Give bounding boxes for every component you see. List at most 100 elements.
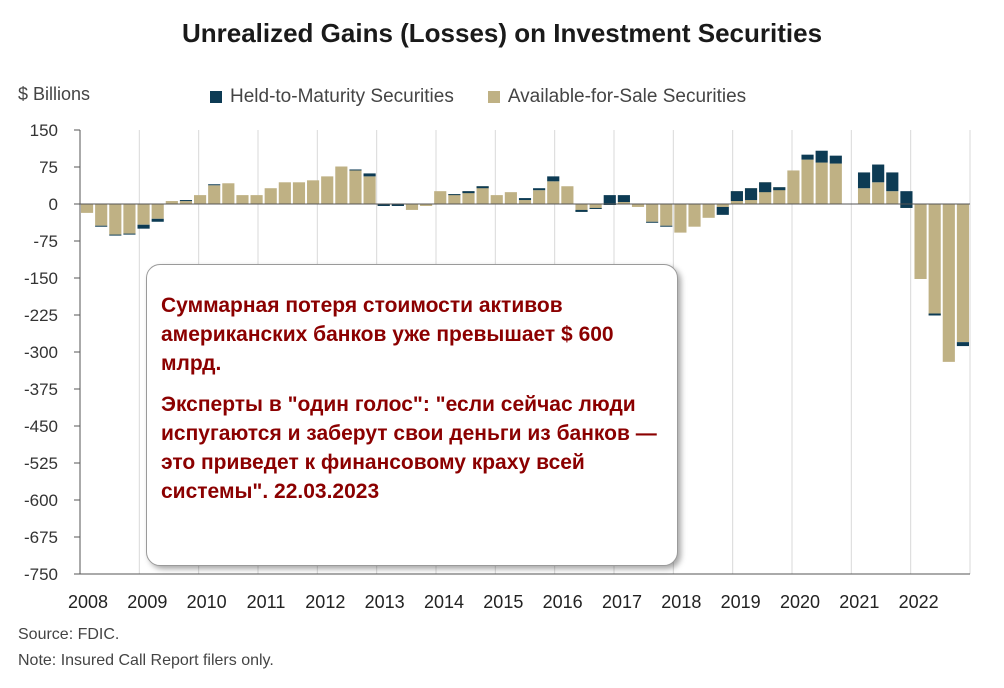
y-tick-label: -150 xyxy=(24,269,58,288)
bar-afs xyxy=(646,204,659,222)
y-tick-label: -300 xyxy=(24,343,58,362)
legend: Held-to-Maturity Securities Available-fo… xyxy=(210,86,780,108)
bar-htm xyxy=(123,233,136,235)
x-tick-label: 2009 xyxy=(127,592,167,612)
bar-afs xyxy=(405,204,419,210)
bar-afs xyxy=(250,195,263,204)
bar-htm xyxy=(575,209,588,212)
legend-item-afs: Available-for-Sale Securities xyxy=(487,86,746,108)
bar-afs xyxy=(123,204,136,234)
bar-htm xyxy=(476,186,489,189)
y-axis-label: $ Billions xyxy=(18,84,91,104)
legend-swatch-afs xyxy=(487,91,500,103)
bar-htm xyxy=(886,172,899,192)
x-tick-label: 2019 xyxy=(721,592,761,612)
bar-afs xyxy=(335,166,348,204)
y-tick-label: -75 xyxy=(33,232,58,251)
x-tick-label: 2010 xyxy=(187,592,227,612)
bar-afs xyxy=(504,192,517,204)
chart-title: Unrealized Gains (Losses) on Investment … xyxy=(181,18,823,48)
bar-htm xyxy=(660,225,673,227)
bar-afs xyxy=(490,195,503,204)
bar-afs xyxy=(815,162,828,204)
x-tick-label: 2008 xyxy=(68,592,108,612)
bar-afs xyxy=(589,204,602,209)
bar-htm xyxy=(603,195,616,205)
bar-afs xyxy=(716,204,729,207)
bar-htm xyxy=(208,184,221,186)
bar-htm xyxy=(179,200,193,202)
bar-htm xyxy=(533,188,546,191)
bar-htm xyxy=(349,169,362,171)
bar-htm xyxy=(151,218,164,222)
bar-afs xyxy=(264,188,277,204)
bar-afs xyxy=(660,204,673,226)
bar-afs xyxy=(829,163,842,204)
bar-afs xyxy=(533,190,546,204)
x-tick-label: 2022 xyxy=(899,592,939,612)
y-tick-label: -675 xyxy=(24,528,58,547)
x-tick-label: 2020 xyxy=(780,592,820,612)
x-tick-label: 2014 xyxy=(424,592,464,612)
bar-afs xyxy=(801,159,814,204)
bar-htm xyxy=(829,155,842,164)
annotation-line-2: Эксперты в "один голос": "если сейчас лю… xyxy=(161,393,657,503)
bar-afs xyxy=(617,202,630,204)
bar-afs xyxy=(137,204,150,225)
bar-afs xyxy=(886,191,899,204)
bar-htm xyxy=(716,206,729,215)
bar-afs xyxy=(222,183,235,204)
y-tick-label: 0 xyxy=(49,195,58,214)
bar-afs xyxy=(307,180,320,204)
bar-afs xyxy=(278,182,291,204)
y-tick-label: 150 xyxy=(30,121,58,140)
y-tick-label: -225 xyxy=(24,306,58,325)
x-tick-label: 2017 xyxy=(602,592,642,612)
bar-afs xyxy=(80,204,94,213)
bar-htm xyxy=(589,207,602,209)
bar-afs xyxy=(547,181,560,204)
bar-htm xyxy=(730,191,743,202)
bar-htm xyxy=(857,172,871,189)
bar-afs xyxy=(95,204,108,226)
bar-afs xyxy=(420,204,433,206)
bar-htm xyxy=(377,204,390,206)
bar-htm xyxy=(956,342,970,347)
bar-afs xyxy=(773,187,786,204)
bar-htm xyxy=(928,313,941,316)
bar-afs xyxy=(462,191,475,204)
bar-afs xyxy=(575,204,588,212)
bar-afs xyxy=(561,186,574,204)
bar-htm xyxy=(363,173,376,177)
x-tick-label: 2011 xyxy=(247,592,286,612)
bar-afs xyxy=(292,182,306,204)
y-tick-label: -375 xyxy=(24,380,58,399)
bar-afs xyxy=(194,195,207,204)
legend-swatch-htm xyxy=(210,91,222,103)
bar-afs xyxy=(321,176,334,204)
bar-afs xyxy=(674,204,687,233)
bar-afs xyxy=(914,204,927,279)
x-tick-label: 2016 xyxy=(543,592,583,612)
annotation-callout: Суммарная потеря стоимости активов амери… xyxy=(146,264,678,566)
bar-afs xyxy=(702,204,715,218)
bar-htm xyxy=(547,176,560,182)
bar-htm xyxy=(518,198,532,201)
x-tick-label: 2013 xyxy=(365,592,405,612)
bar-afs xyxy=(151,204,164,219)
legend-label-htm: Held-to-Maturity Securities xyxy=(230,86,454,107)
bar-htm xyxy=(137,224,150,229)
x-tick-label: 2021 xyxy=(839,592,879,612)
bar-afs xyxy=(236,195,249,204)
y-tick-label: -750 xyxy=(24,565,58,584)
bar-afs xyxy=(434,191,447,204)
bar-afs xyxy=(787,170,800,204)
bar-htm xyxy=(744,188,758,201)
bar-afs xyxy=(109,204,122,235)
y-tick-label: -600 xyxy=(24,491,58,510)
bar-htm xyxy=(448,194,461,196)
bar-afs xyxy=(208,185,221,204)
bar-afs xyxy=(872,182,885,204)
source-note: Source: FDIC. xyxy=(18,626,120,643)
